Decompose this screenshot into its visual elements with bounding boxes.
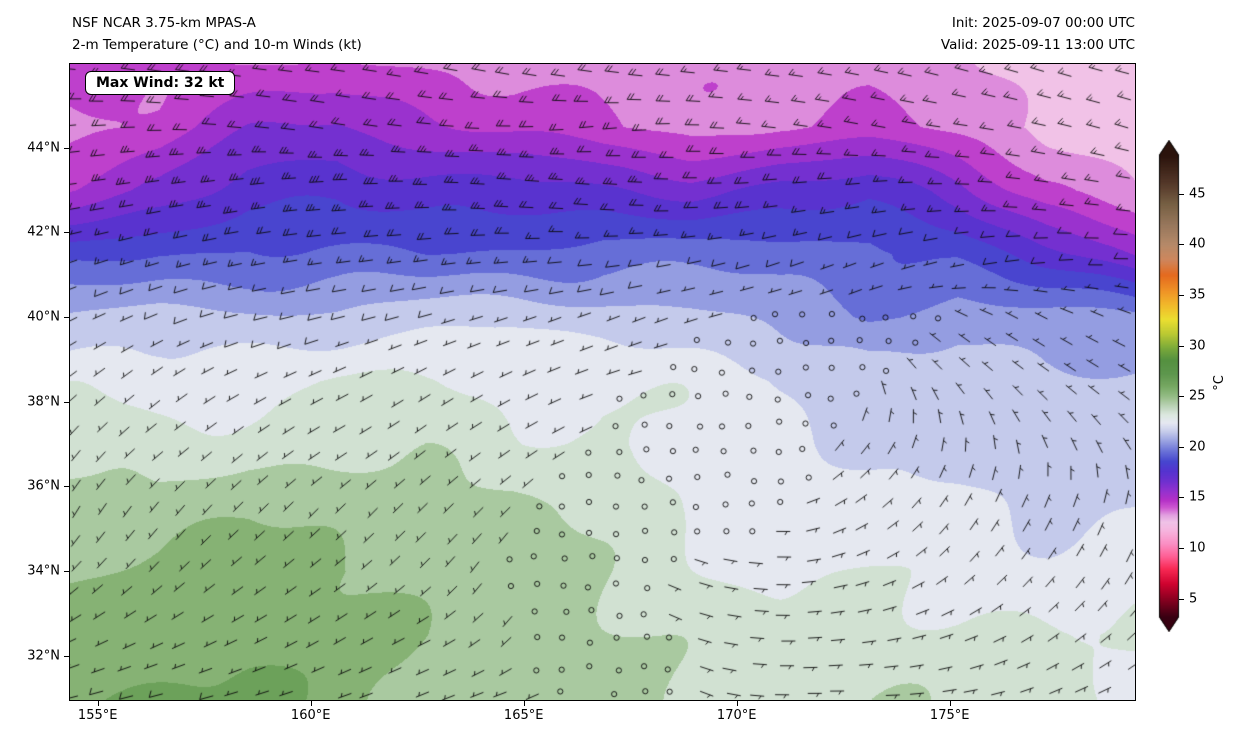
y-tick-mark (64, 147, 69, 149)
colorbar-tick-label: 15 (1189, 489, 1206, 505)
x-tick-label: 155°E (77, 708, 118, 723)
colorbar-tick-mark (1179, 396, 1184, 398)
init-time-label: Init: 2025-09-07 00:00 UTC (951, 15, 1135, 31)
colorbar-tick-mark (1179, 497, 1184, 499)
y-tick-label: 36°N (27, 478, 60, 494)
x-tick-label: 170°E (716, 708, 757, 723)
y-tick-mark (64, 317, 69, 318)
colorbar-gradient-canvas (1157, 140, 1181, 632)
y-tick-label: 38°N (27, 394, 60, 410)
y-tick-label: 42°N (27, 224, 60, 240)
max-wind-badge: Max Wind: 32 kt (85, 71, 236, 95)
y-tick-mark (64, 655, 69, 657)
x-tick-mark (949, 701, 951, 706)
colorbar-tick-mark (1179, 598, 1184, 600)
title-line-1: NSF NCAR 3.75-km MPAS-A (72, 15, 256, 31)
colorbar-tick-label: 35 (1189, 287, 1206, 303)
x-tick-label: 165°E (503, 708, 544, 723)
valid-time-label: Valid: 2025-09-11 13:00 UTC (940, 37, 1135, 53)
y-tick-label: 44°N (27, 140, 60, 156)
y-tick-mark (64, 570, 69, 572)
colorbar-unit-label: °C (1212, 375, 1227, 391)
colorbar (1157, 140, 1181, 632)
y-tick-label: 32°N (27, 648, 60, 664)
colorbar-tick-label: 20 (1189, 439, 1206, 455)
x-tick-mark (523, 701, 525, 706)
colorbar-tick-mark (1179, 446, 1184, 448)
colorbar-tick-label: 45 (1189, 186, 1206, 201)
x-tick-label: 175°E (929, 708, 970, 723)
colorbar-tick-label: 10 (1189, 540, 1206, 556)
colorbar-tick-mark (1179, 244, 1184, 246)
title-line-2: 2-m Temperature (°C) and 10-m Winds (kt) (72, 37, 362, 53)
x-tick-mark (97, 701, 99, 706)
map-frame: Max Wind: 32 kt (69, 63, 1136, 701)
y-tick-mark (64, 486, 69, 488)
colorbar-tick-label: 5 (1189, 591, 1198, 607)
run-info-block: Init: 2025-09-07 00:00 UTC Valid: 2025-0… (941, 12, 1135, 56)
colorbar-tick-label: 40 (1189, 236, 1206, 252)
y-tick-mark (64, 401, 69, 403)
plot-title-block: NSF NCAR 3.75-km MPAS-A 2-m Temperature … (72, 12, 362, 56)
colorbar-tick-mark (1179, 294, 1184, 296)
temperature-wind-field-canvas (70, 64, 1135, 700)
x-tick-mark (310, 701, 312, 706)
y-tick-mark (64, 232, 69, 234)
colorbar-tick-mark (1179, 193, 1184, 195)
colorbar-tick-mark (1179, 345, 1184, 347)
x-tick-label: 160°E (290, 708, 331, 723)
colorbar-tick-label: 25 (1189, 388, 1206, 404)
y-tick-label: 40°N (27, 309, 60, 325)
colorbar-tick-label: 30 (1189, 338, 1206, 353)
x-tick-mark (736, 701, 738, 706)
colorbar-tick-mark (1179, 548, 1184, 550)
y-tick-label: 34°N (27, 563, 60, 579)
